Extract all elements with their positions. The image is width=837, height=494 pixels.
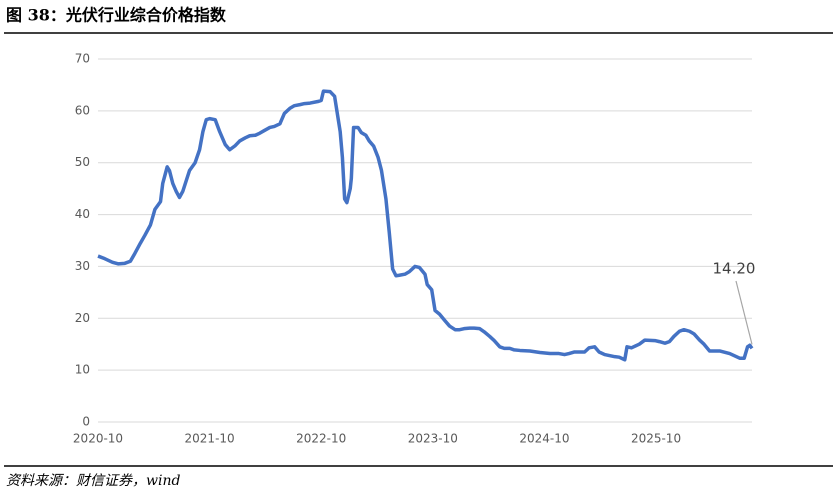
- x-tick-label: 2021-10: [185, 432, 235, 446]
- annotation-leader: [735, 280, 753, 345]
- x-tick-label: 2020-10: [73, 432, 123, 446]
- x-tick-label: 2024-10: [519, 432, 569, 446]
- data-line: [97, 89, 754, 362]
- x-tick-label: 2022-10: [296, 432, 346, 446]
- y-tick-label: 70: [75, 52, 90, 66]
- source-note: 资料来源：财信证券，wind: [6, 473, 180, 489]
- x-tick-label: 2025-10: [631, 432, 681, 446]
- annotation: 14.20: [713, 260, 756, 278]
- y-tick-label: 0: [82, 415, 90, 429]
- y-tick-label: 40: [75, 207, 90, 221]
- y-tick-label: 10: [75, 363, 90, 377]
- y-tick-label: 50: [75, 155, 90, 169]
- y-tick-label: 30: [75, 259, 90, 273]
- y-tick-label: 20: [75, 311, 90, 325]
- x-tick-label: 2023-10: [408, 432, 458, 446]
- y-tick-label: 60: [75, 103, 90, 117]
- chart-title: 图 38：光伏行业综合价格指数: [6, 6, 227, 25]
